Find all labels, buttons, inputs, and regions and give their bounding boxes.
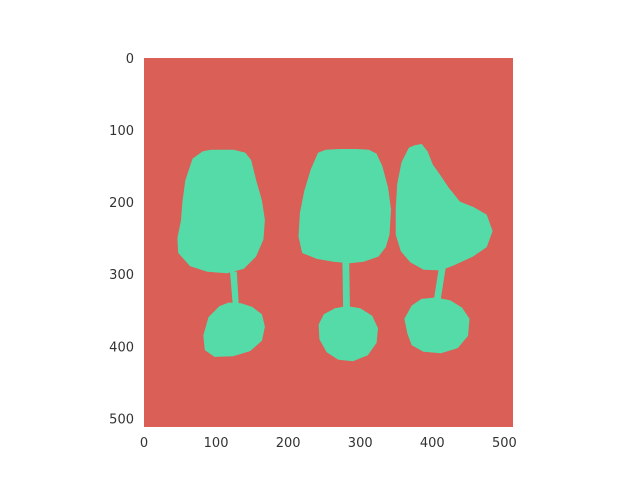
y-tick-label: 400 [109,340,134,355]
x-tick-label: 200 [276,436,301,451]
left-glass-base [203,302,265,357]
x-tick-label: 0 [140,436,148,451]
middle-glass-bowl [298,149,391,264]
x-tick-label: 400 [420,436,445,451]
x-tick-label: 100 [204,436,229,451]
left-glass-bowl [177,149,265,274]
right-glass-bowl [395,144,493,271]
x-axis: 0 100 200 300 400 500 [140,436,517,451]
right-glass-base [404,297,470,354]
plot-area [144,58,513,427]
y-tick-label: 100 [109,124,134,139]
y-tick-label: 300 [109,268,134,283]
y-tick-label: 0 [126,52,134,67]
y-tick-label: 200 [109,196,134,211]
middle-glass-stem [342,260,350,308]
middle-glass-base [318,306,378,362]
y-axis: 0 100 200 300 400 500 [109,52,134,427]
y-tick-label: 500 [109,412,134,427]
x-tick-label: 300 [348,436,373,451]
x-tick-label: 500 [492,436,517,451]
